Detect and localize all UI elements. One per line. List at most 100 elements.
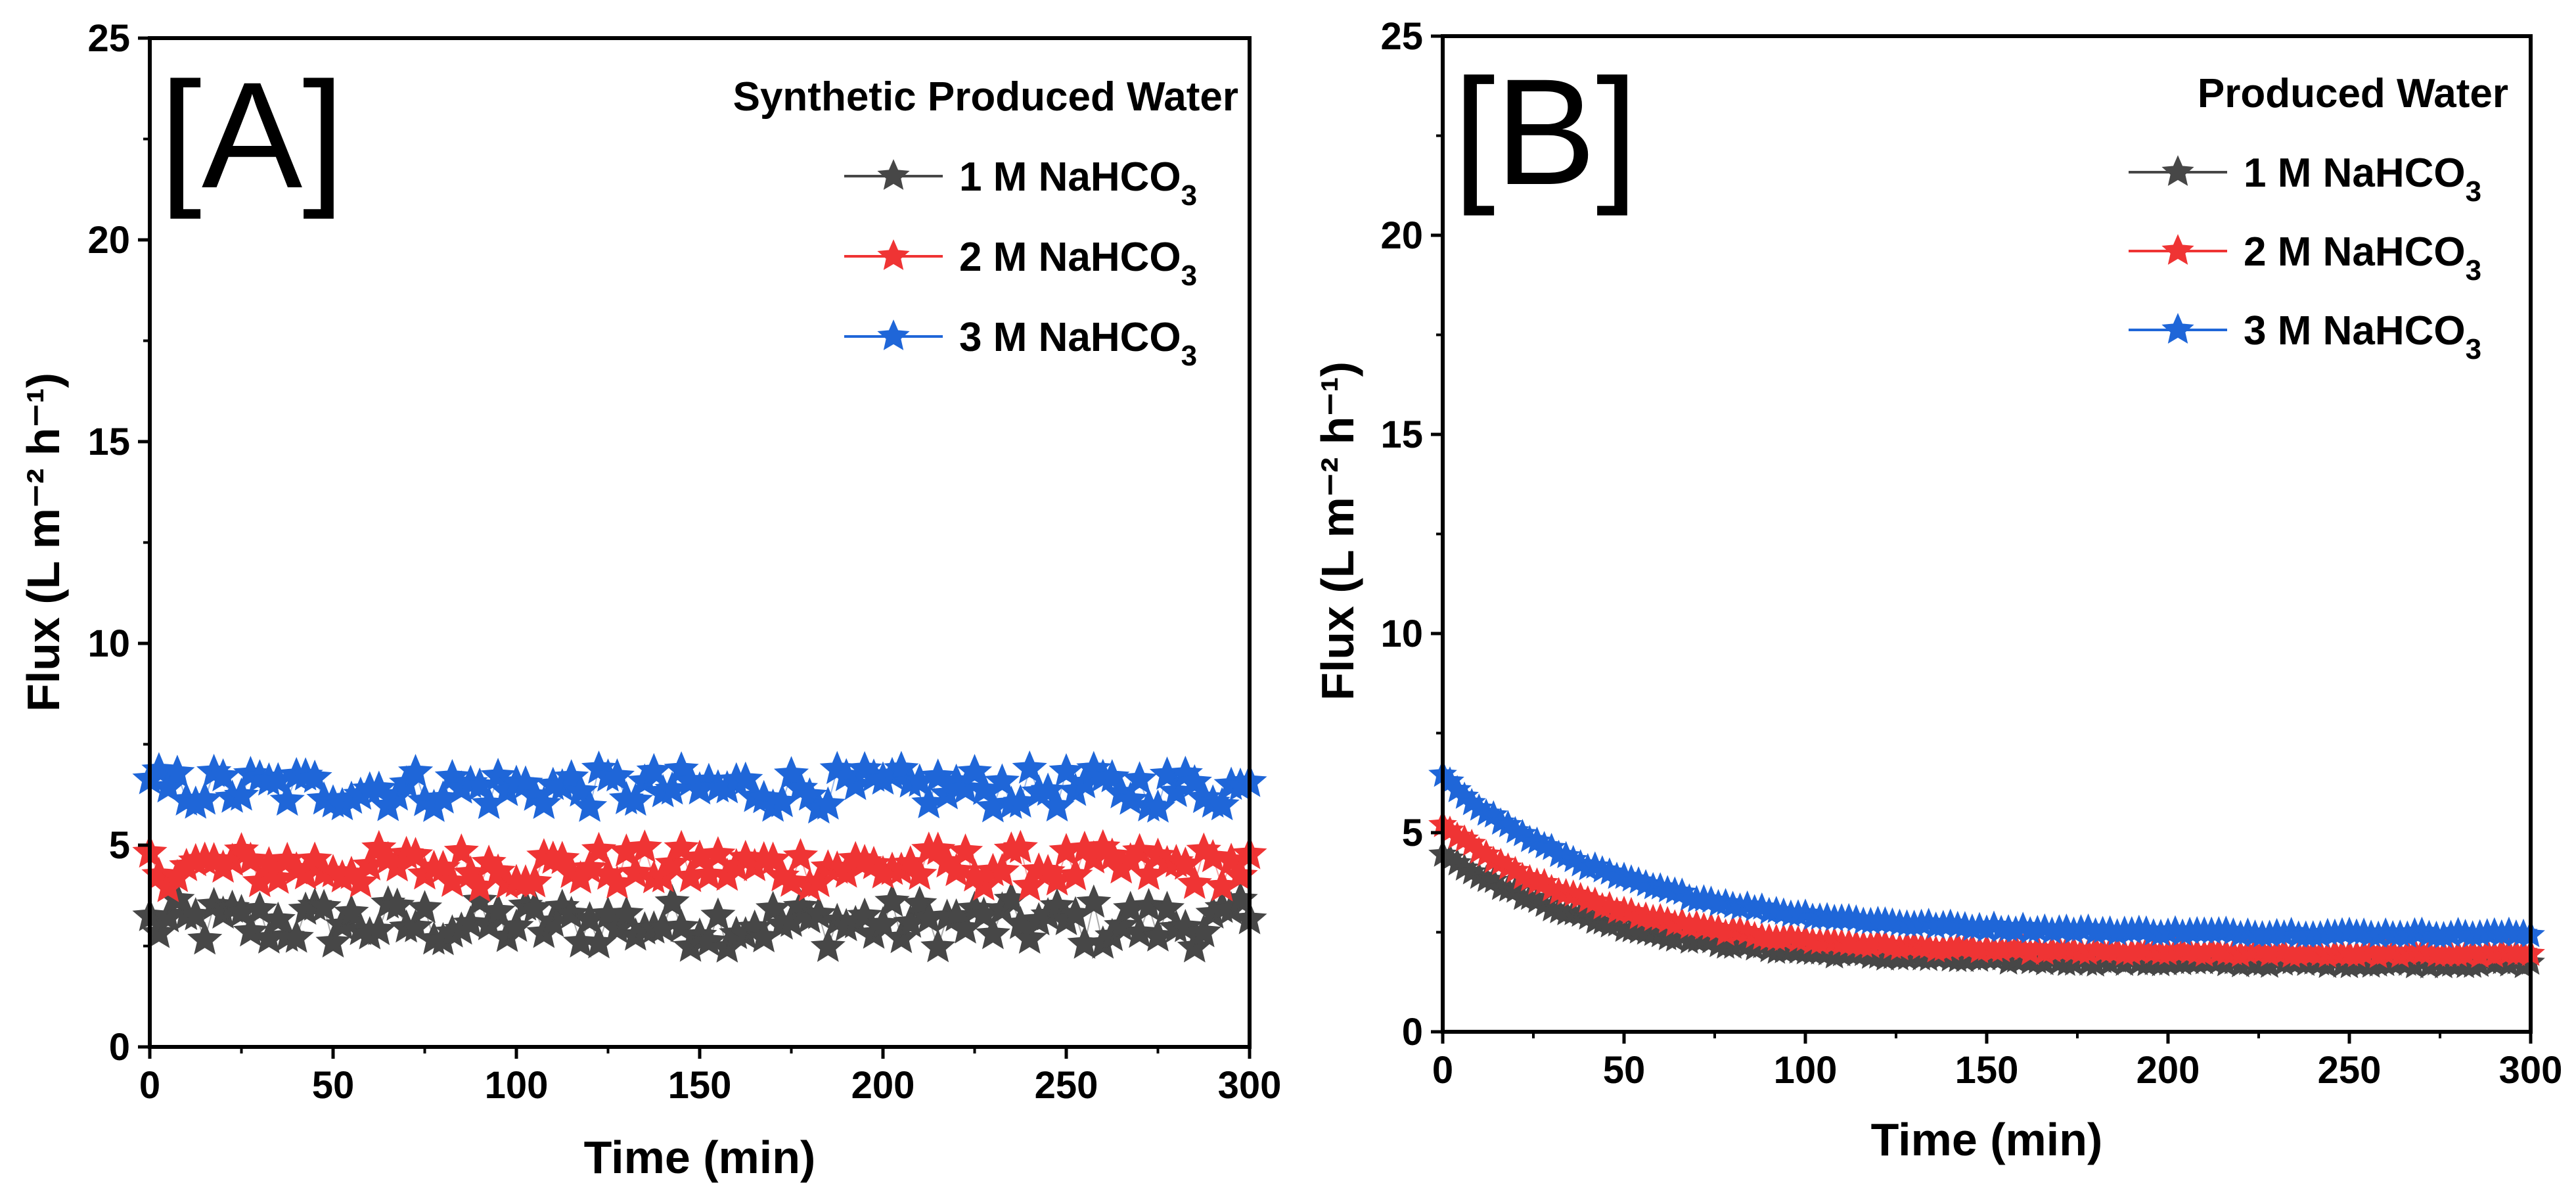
data-point — [554, 896, 589, 929]
data-point — [599, 758, 635, 792]
data-point — [526, 785, 562, 820]
data-point — [1177, 866, 1212, 899]
series-3m — [132, 750, 1267, 824]
y-tick-label: 20 — [1380, 214, 1423, 257]
x-tick-label: 300 — [1218, 1064, 1282, 1107]
data-point — [810, 786, 846, 820]
data-point — [1076, 884, 1112, 918]
data-point — [700, 897, 736, 931]
series-1m — [132, 881, 1267, 963]
x-tick-label: 50 — [1603, 1049, 1646, 1092]
y-tick-label: 25 — [1380, 15, 1423, 58]
series-3m — [1428, 759, 2545, 948]
legend-label-main: 2 M NaHCO — [2244, 229, 2466, 275]
legend-star-icon — [877, 159, 910, 190]
data-point — [984, 853, 1020, 887]
legend-label-main: 3 M NaHCO — [959, 315, 1181, 360]
legend-label: 3 M NaHCO3 — [959, 315, 1197, 372]
x-axis-title: Time (min) — [1871, 1114, 2103, 1165]
data-point — [618, 782, 653, 816]
data-point — [480, 893, 516, 927]
data-point — [223, 777, 260, 811]
data-point — [269, 782, 305, 816]
x-tick-label: 250 — [2318, 1049, 2382, 1092]
data-point — [773, 864, 809, 897]
y-axis-title: Flux (L m⁻² h⁻¹) — [1312, 361, 1363, 701]
x-tick-label: 0 — [1432, 1049, 1453, 1092]
x-tick-label: 200 — [851, 1064, 915, 1107]
data-point — [874, 883, 910, 917]
data-point — [1195, 839, 1231, 873]
data-point — [920, 929, 956, 963]
data-point — [627, 829, 662, 863]
y-tick-label: 15 — [1380, 413, 1423, 456]
y-tick-label: 20 — [87, 219, 130, 262]
y-tick-label: 15 — [87, 421, 130, 463]
y-tick-label: 5 — [109, 824, 130, 867]
data-point — [1122, 914, 1158, 948]
data-point — [1186, 913, 1221, 948]
panel-a: [A] Synthetic Produced Water Time (min) … — [18, 17, 1281, 1183]
data-point — [782, 838, 819, 871]
data-point — [453, 905, 488, 938]
data-point — [306, 889, 342, 922]
panel-label: [B] — [1453, 47, 1638, 216]
data-point — [315, 924, 351, 958]
data-point — [1122, 761, 1158, 795]
panel-label: [A] — [160, 51, 344, 220]
legend-label: 1 M NaHCO3 — [2244, 150, 2481, 208]
data-point — [279, 919, 314, 953]
y-tick-label: 10 — [1380, 613, 1423, 655]
legend-star-icon — [2161, 155, 2194, 186]
x-tick-label: 200 — [2136, 1049, 2200, 1092]
data-point — [902, 856, 938, 890]
data-point — [187, 921, 223, 955]
x-tick-label: 300 — [2499, 1049, 2563, 1092]
data-point — [397, 909, 434, 942]
data-point — [984, 763, 1020, 797]
legend-label-subscript: 3 — [2466, 254, 2481, 287]
series-2m — [1428, 810, 2545, 968]
y-tick-label: 25 — [87, 17, 130, 60]
legend-star-icon — [2161, 234, 2194, 265]
legend-star-icon — [2161, 313, 2194, 344]
data-point — [654, 845, 690, 879]
series-2m — [132, 829, 1267, 902]
legend-label-main: 3 M NaHCO — [2244, 308, 2466, 354]
legend-label-subscript: 3 — [2466, 175, 2481, 208]
legend-label-main: 1 M NaHCO — [2244, 150, 2466, 196]
data-point — [581, 831, 617, 866]
legend-label-subscript: 3 — [1181, 260, 1197, 292]
y-axis-title: Flux (L m⁻² h⁻¹) — [18, 373, 69, 712]
data-point — [618, 854, 653, 889]
data-point — [407, 890, 443, 923]
legend-label-main: 1 M NaHCO — [959, 154, 1181, 200]
data-point — [361, 912, 397, 946]
legend-label-subscript: 3 — [1181, 179, 1197, 212]
legend-star-icon — [877, 319, 910, 350]
x-axis-title: Time (min) — [584, 1132, 816, 1183]
data-point — [572, 789, 608, 822]
data-point — [343, 864, 378, 898]
legend-label: 2 M NaHCO3 — [2244, 229, 2481, 287]
y-tick-label: 0 — [109, 1026, 130, 1069]
data-point — [499, 908, 534, 942]
data-point — [397, 754, 434, 787]
data-point — [1003, 829, 1038, 864]
x-tick-label: 150 — [668, 1064, 732, 1107]
data-point — [939, 852, 974, 887]
x-tick-label: 0 — [139, 1064, 160, 1107]
x-tick-label: 250 — [1035, 1064, 1098, 1107]
legend-label: 1 M NaHCO3 — [959, 154, 1197, 212]
legend-title: Synthetic Produced Water — [733, 74, 1238, 120]
data-point — [160, 754, 195, 788]
x-tick-label: 100 — [1774, 1049, 1838, 1092]
data-point — [1122, 833, 1158, 867]
legend-label: 3 M NaHCO3 — [2244, 308, 2481, 365]
y-tick-label: 5 — [1402, 812, 1423, 854]
legend-label: 2 M NaHCO3 — [959, 235, 1197, 292]
data-point — [810, 929, 846, 962]
